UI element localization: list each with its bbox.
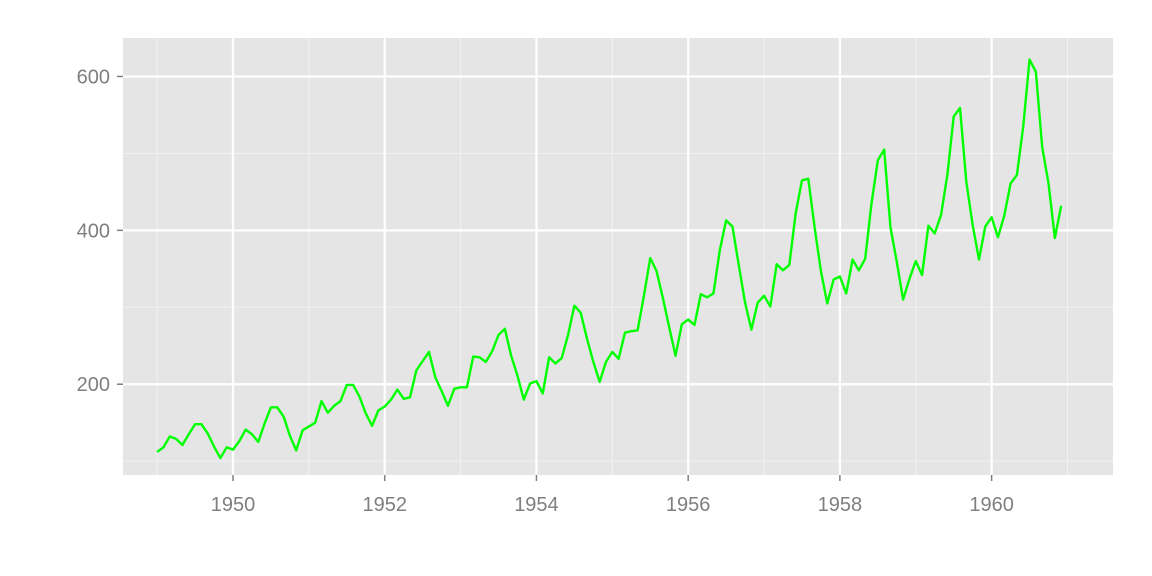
x-tick-label: 1956 xyxy=(666,494,711,516)
x-tick-label: 1950 xyxy=(211,494,256,516)
y-tick-label: 400 xyxy=(77,220,110,242)
minor-gridlines xyxy=(123,38,1113,475)
x-tick-label: 1958 xyxy=(818,494,863,516)
y-axis: 200 400 600 xyxy=(77,66,123,396)
y-tick-label: 200 xyxy=(77,374,110,396)
x-tick-label: 1960 xyxy=(969,494,1014,516)
series-layer xyxy=(156,58,1063,460)
x-tick-label: 1954 xyxy=(514,494,559,516)
x-tick-label: 1952 xyxy=(362,494,407,516)
series-line xyxy=(156,58,1063,460)
x-axis: 1950 1952 1954 1956 1958 1960 xyxy=(211,475,1014,516)
major-gridlines xyxy=(123,38,1113,475)
y-tick-label: 600 xyxy=(77,66,110,88)
plot-panel xyxy=(123,38,1113,475)
